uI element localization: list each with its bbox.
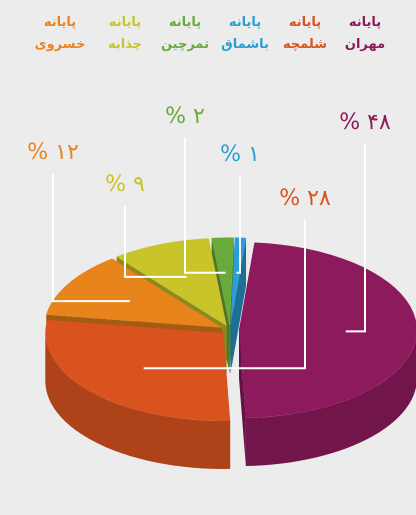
slice — [45, 319, 231, 421]
value-label: % ۲۸ — [279, 186, 331, 211]
slice — [116, 238, 227, 326]
leader-line — [236, 176, 241, 274]
category-label: پایانه شلمچه — [282, 15, 328, 52]
value-label: % ۴۸ — [339, 110, 391, 135]
slice — [230, 237, 247, 326]
category-label: پایانه چذابه — [107, 15, 143, 52]
leader-line — [345, 144, 366, 333]
value-label: % ۱۲ — [27, 140, 79, 165]
slice — [211, 237, 235, 326]
slice — [238, 242, 416, 419]
value-label: % ۱ — [220, 142, 260, 167]
leader-line — [124, 206, 187, 278]
leader-line — [52, 174, 130, 303]
slice-wall — [45, 332, 231, 469]
leader-line — [184, 138, 226, 274]
category-label: پایانه باشماق — [221, 15, 269, 52]
slice — [46, 258, 223, 328]
category-label: پایانه تمرچین — [160, 15, 210, 52]
value-label: % ۹ — [105, 172, 145, 197]
slice-wall — [245, 339, 416, 467]
slice-side — [230, 237, 247, 374]
leader-line — [143, 220, 306, 370]
category-label: پایانه خسروی — [34, 15, 86, 52]
category-label: پایانه مهران — [344, 15, 386, 52]
slice-side — [238, 330, 246, 467]
value-label: % ۲ — [165, 104, 205, 129]
